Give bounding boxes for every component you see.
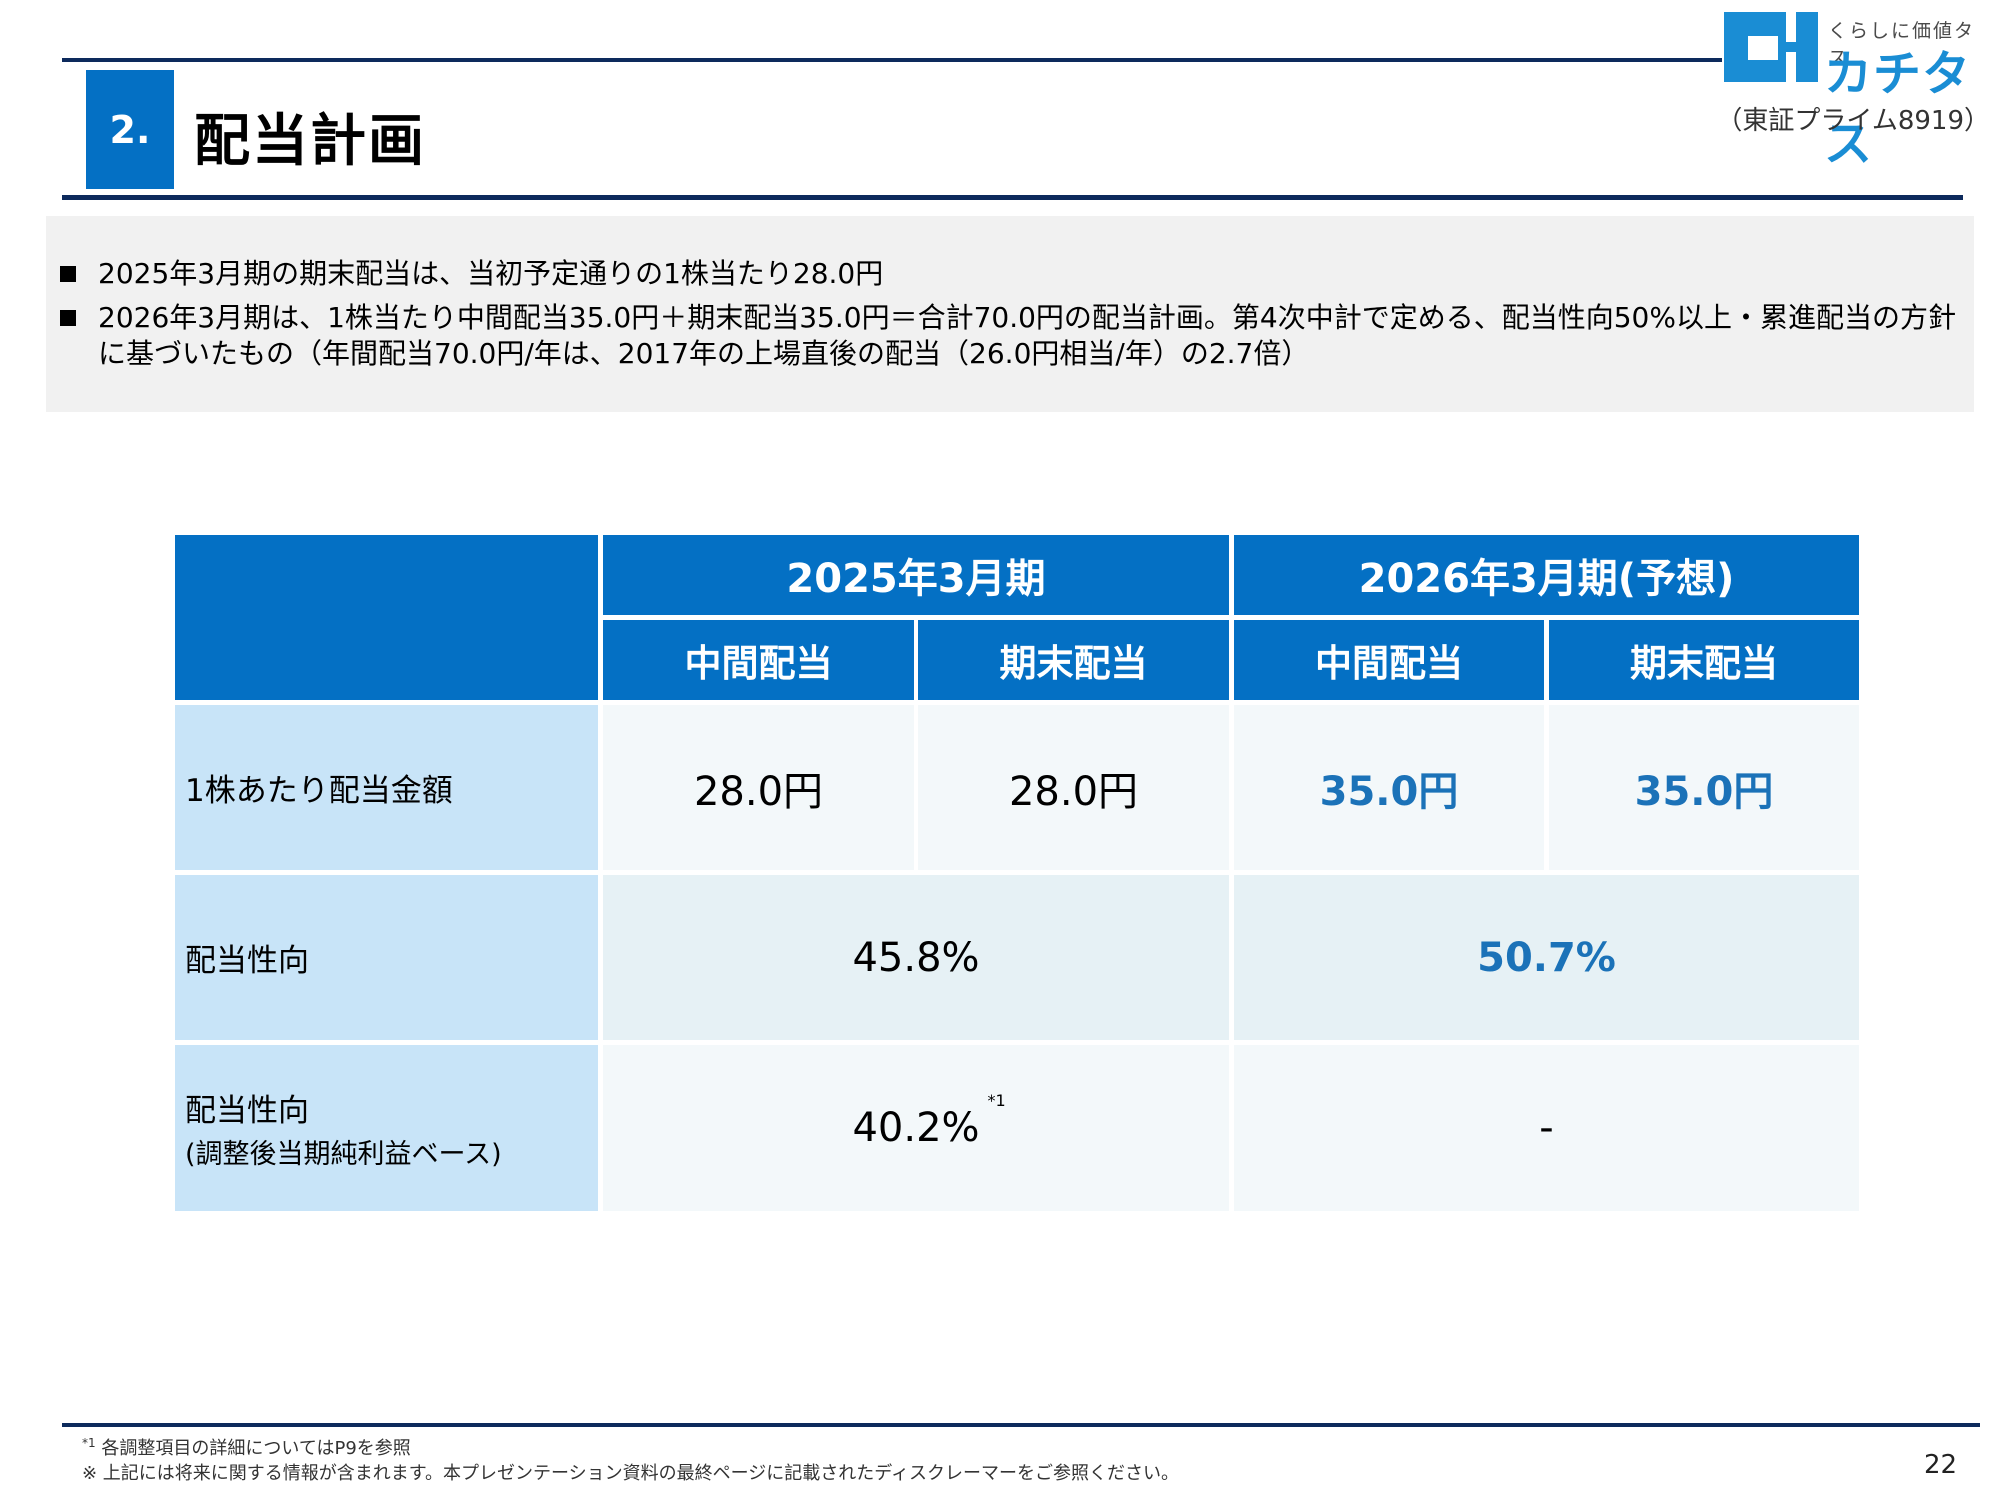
summary-box: 2025年3月期の期末配当は、当初予定通りの1株当たり28.0円 2026年3月… [46,216,1974,412]
table-corner-header [175,535,598,700]
footnote: *1 各調整項目の詳細についてはP9を参照 [82,1434,411,1460]
row-label-adjusted-sub: (調整後当期純利益ベース) [185,1139,502,1170]
disclaimer: ※ 上記には将来に関する情報が含まれます。本プレゼンテーション資料の最終ページに… [82,1463,1180,1484]
summary-bullet-text: 2025年3月期の期末配当は、当初予定通りの1株当たり28.0円 [98,257,884,290]
footnote-text: 各調整項目の詳細についてはP9を参照 [101,1438,411,1459]
logo-name: カチタス [1824,46,1972,172]
summary-bullet-text: 2026年3月期は、1株当たり中間配当35.0円＋期末配当35.0円＝合計70.… [98,301,1956,370]
subheader-yearend-2026: 期末配当 [1549,620,1859,700]
section-number-badge: 2. [86,70,174,189]
square-bullet-icon [60,266,76,282]
subheader-yearend-2025: 期末配当 [918,620,1229,700]
subheader-interim-2026: 中間配当 [1234,620,1544,700]
payout-ratio-2025: 45.8% [603,875,1229,1040]
adjusted-payout-ratio-2025-value: 40.2% [852,1105,980,1151]
dps-interim-2025: 28.0円 [603,705,914,870]
header-top-rule [62,58,1722,62]
row-label-payout-ratio: 配当性向 [175,875,598,1040]
adjusted-payout-ratio-2025-cell: 40.2% *1 [603,1045,1229,1211]
summary-bullet: 2026年3月期は、1株当たり中間配当35.0円＋期末配当35.0円＝合計70.… [60,300,1958,372]
subheader-interim-2025: 中間配当 [603,620,914,700]
summary-bullet: 2025年3月期の期末配当は、当初予定通りの1株当たり28.0円 [60,256,1958,292]
dps-yearend-2025: 28.0円 [918,705,1229,870]
footnote-mark: *1 [987,1091,1006,1110]
period-header-fy2026: 2026年3月期(予想) [1234,535,1859,615]
page-title: 配当計画 [194,109,426,174]
row-label-adjusted-main: 配当性向 [185,1093,309,1129]
header-bottom-rule [62,195,1963,200]
dividend-plan-table: 2025年3月期 2026年3月期(予想) 中間配当 期末配当 中間配当 期末配… [175,535,1859,1211]
adjusted-payout-ratio-2025: 40.2% *1 [852,1091,1005,1151]
footer-rule [62,1423,1980,1427]
row-label-adjusted-payout-ratio: 配当性向 (調整後当期純利益ベース) [175,1045,598,1211]
dps-yearend-2026: 35.0円 [1549,705,1859,870]
company-logo: くらしに価値タス カチタス （東証プライム8919） [1716,10,1994,172]
period-header-fy2025: 2025年3月期 [603,535,1229,615]
adjusted-payout-ratio-2026: - [1234,1045,1859,1211]
row-label-dps: 1株あたり配当金額 [175,705,598,870]
page-number: 22 [1924,1450,1958,1480]
footnote-marker: *1 [82,1436,96,1450]
payout-ratio-2026: 50.7% [1234,875,1859,1040]
square-bullet-icon [60,310,76,326]
stock-market-listing: （東証プライム8919） [1716,106,1990,136]
dps-interim-2026: 35.0円 [1234,705,1544,870]
logo-mark-icon [1724,12,1818,82]
logo-tagline: くらしに価値タス [1828,20,1976,69]
